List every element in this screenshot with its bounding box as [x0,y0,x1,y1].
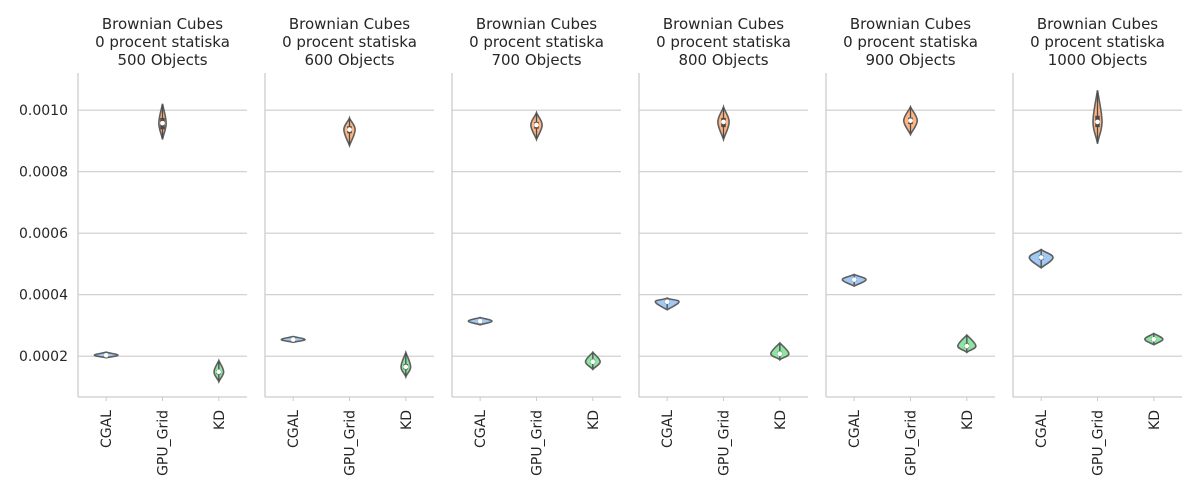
panel-title-line: 0 procent statiska [656,33,791,51]
x-tick-label: KD [586,410,602,430]
x-tick-label: GPU_Grid [1091,410,1107,476]
x-tick-label: KD [773,410,789,430]
x-tick-label: KD [212,410,228,430]
y-tick-label: 0.0004 [19,288,68,304]
facet-panel-1: 0.0002 0.0004 0.0006 0.0008 0.0010 Brownian C… [19,15,247,476]
panel-title-line: 1000 Objects [1048,51,1148,69]
violin-median-point [160,120,165,126]
x-tick-label: CGAL [286,410,302,448]
x-tick-label: KD [399,410,415,430]
violin-median-point [1095,119,1100,125]
panel-title-line: Brownian Cubes [850,15,971,33]
x-tick-label: CGAL [660,410,676,448]
panel-title-line: Brownian Cubes [289,15,410,33]
x-tick-label: CGAL [1034,410,1050,448]
x-tick-label: GPU_Grid [156,410,172,476]
violin-median-point [534,122,539,128]
violin-median-point [964,343,970,349]
panel-title-line: 800 Objects [678,51,768,69]
violin-median-point [403,364,409,370]
panel-title-line: 0 procent statiska [95,33,230,51]
violin-median-point [103,352,109,358]
y-tick-label: 0.0006 [19,226,68,242]
violin-median-point [347,127,352,132]
panel-title-line: Brownian Cubes [1037,15,1158,33]
x-tick-label: CGAL [99,410,115,448]
x-tick-label: KD [1147,410,1163,430]
y-tick-label: 0.0008 [19,165,68,181]
panel-title-line: 0 procent statiska [282,33,417,51]
violin-median-point [290,337,296,342]
violin-median-point [851,277,857,282]
x-tick-label: GPU_Grid [717,410,733,476]
panel-title-line: Brownian Cubes [476,15,597,33]
violin-median-point [216,369,222,375]
panel-title-line: 900 Objects [865,51,955,69]
x-tick-label: CGAL [847,410,863,448]
x-tick-label: GPU_Grid [530,410,546,476]
panel-title-line: Brownian Cubes [663,15,784,33]
x-tick-label: GPU_Grid [904,410,920,476]
violin-median-point [1151,336,1157,342]
violin-median-point [908,118,913,123]
facet-panels: 0.0002 0.0004 0.0006 0.0008 0.0010 Brownian C… [19,15,1182,476]
panel-title-line: 500 Objects [117,51,207,69]
x-tick-label: KD [960,410,976,430]
panel-title-line: 0 procent statiska [469,33,604,51]
panel-title-line: 700 Objects [491,51,581,69]
x-tick-label: CGAL [473,410,489,448]
violin-median-point [777,351,783,357]
violin-median-point [664,299,670,305]
panel-title-line: 0 procent statiska [843,33,978,51]
panel-title-line: Brownian Cubes [102,15,223,33]
violin-median-point [1038,255,1044,260]
y-tick-label: 0.0010 [19,103,68,119]
panel-title-line: 600 Objects [304,51,394,69]
x-tick-label: GPU_Grid [343,410,359,476]
y-tick-label: 0.0002 [19,349,68,365]
panel-title-line: 0 procent statiska [1030,33,1165,51]
violin-median-point [477,318,483,324]
violin-median-point [590,359,596,365]
violin-median-point [721,119,726,125]
